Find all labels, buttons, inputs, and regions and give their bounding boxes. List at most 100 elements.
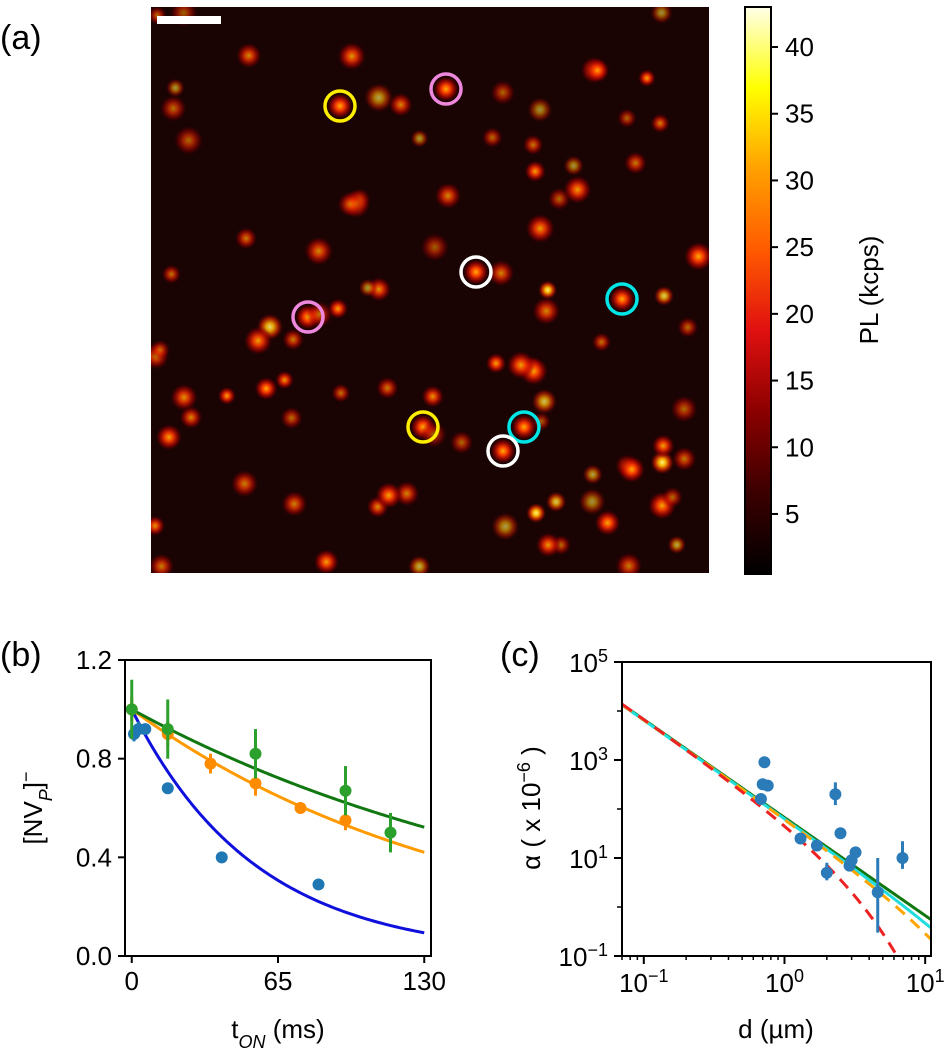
pl-spot — [623, 151, 648, 175]
pl-spot — [487, 259, 515, 287]
pl-spot — [243, 326, 273, 356]
pl-spot — [671, 446, 697, 472]
highlight-circle — [605, 282, 639, 316]
pl-spot — [670, 395, 698, 423]
pl-spot — [151, 553, 175, 573]
pl-spot — [281, 490, 308, 517]
pl-spot — [650, 7, 673, 25]
highlight-circle — [323, 89, 357, 123]
pl-spot — [159, 94, 187, 122]
pl-spot — [151, 515, 166, 537]
data-point — [294, 802, 307, 814]
y-tick-label: 0.8 — [76, 744, 112, 774]
y-tick-label: 0.0 — [76, 941, 112, 971]
data-point — [849, 846, 862, 859]
pl-spot — [434, 182, 462, 210]
pl-spot — [420, 421, 448, 448]
x-tick-label: 101 — [906, 966, 945, 998]
colorbar-tick-label: 30 — [785, 165, 814, 195]
pl-spot — [490, 79, 516, 106]
x-tick-label: 65 — [264, 966, 293, 996]
data-point — [204, 757, 217, 770]
x-tick-label: 0 — [125, 966, 139, 996]
pl-spot — [490, 512, 520, 541]
colorbar-tick-label: 10 — [785, 432, 814, 462]
colorbar-tick-label: 20 — [785, 299, 814, 329]
data-point — [125, 703, 138, 716]
pl-spot — [490, 438, 516, 464]
data-point — [834, 827, 847, 840]
pl-spot — [170, 383, 198, 412]
pl-spot — [609, 286, 635, 312]
pl-spot — [683, 241, 709, 272]
pl-spot — [545, 491, 567, 513]
pl-spot — [651, 434, 675, 458]
pl-spot — [235, 42, 262, 69]
model-curve-1 — [622, 703, 931, 930]
colorbar-tick-label: 40 — [785, 32, 814, 62]
highlight-circle — [486, 434, 520, 468]
pl-spot — [217, 386, 237, 405]
pl-spot — [511, 414, 537, 440]
pl-spot — [331, 383, 351, 403]
data-point — [139, 723, 152, 736]
model-curve-3 — [622, 702, 899, 956]
panel-c-ylabel: α ( x 10−6 ) — [514, 746, 546, 870]
pl-spot — [578, 487, 606, 516]
data-point — [761, 779, 774, 792]
pl-spot — [661, 486, 684, 508]
pl-spot — [282, 328, 305, 351]
pl-spot — [327, 298, 349, 320]
y-tick-label: 103 — [569, 744, 608, 776]
y-tick-label: 10−1 — [559, 940, 608, 972]
pl-spot — [582, 464, 604, 485]
panel-label-a: (a) — [0, 19, 42, 57]
highlight-circle — [406, 410, 440, 444]
pl-spot — [525, 502, 547, 524]
panel-b-frame — [124, 659, 432, 957]
pl-spot — [313, 549, 340, 573]
pl-spot — [481, 127, 503, 148]
pl-spot — [563, 155, 585, 177]
pl-spot — [155, 423, 183, 451]
pl-spot — [179, 405, 203, 429]
pl-spot — [591, 332, 612, 352]
data-point — [161, 782, 174, 795]
pl-spot — [531, 388, 558, 415]
data-point — [249, 747, 262, 760]
data-point — [754, 793, 767, 805]
pl-spot — [327, 93, 353, 119]
pl-spot — [230, 469, 259, 498]
model-curve-2 — [622, 703, 931, 941]
panel-c-frame — [621, 661, 932, 957]
pl-spot — [618, 455, 646, 483]
colorbar-tick-label: 15 — [785, 366, 814, 396]
colorbar-gradient — [744, 6, 772, 575]
pl-spot — [173, 125, 204, 156]
pl-spot — [433, 76, 459, 102]
data-point — [794, 832, 807, 845]
data-point — [871, 886, 884, 899]
pl-spot — [637, 69, 656, 88]
pl-spot — [563, 175, 592, 205]
panel-label-c: (c) — [500, 636, 540, 674]
pl-spot — [532, 296, 561, 326]
data-point — [339, 784, 352, 797]
highlight-circle — [291, 300, 325, 334]
pl-spot — [421, 385, 445, 408]
pl-spot — [420, 232, 450, 262]
pl-spot — [306, 301, 333, 328]
fit-curve-series-0 — [130, 708, 425, 935]
panel-b-plot: 0 65 130 0.0 0.4 0.8 1.2 tON (ms) [NVP]− — [16, 645, 446, 1052]
panel-b-xlabel: tON (ms) — [231, 1014, 324, 1052]
colorbar: 5 10 15 20 25 30 35 40 PL (kcps) — [744, 6, 884, 575]
data-point — [384, 826, 397, 839]
y-tick-label: 105 — [569, 646, 608, 678]
pl-spot — [617, 108, 637, 129]
pl-spot — [535, 532, 561, 558]
pl-spot — [615, 552, 643, 573]
pl-spot — [358, 278, 378, 298]
data-point — [161, 723, 174, 736]
pl-spot — [151, 339, 171, 360]
data-point — [829, 788, 842, 801]
